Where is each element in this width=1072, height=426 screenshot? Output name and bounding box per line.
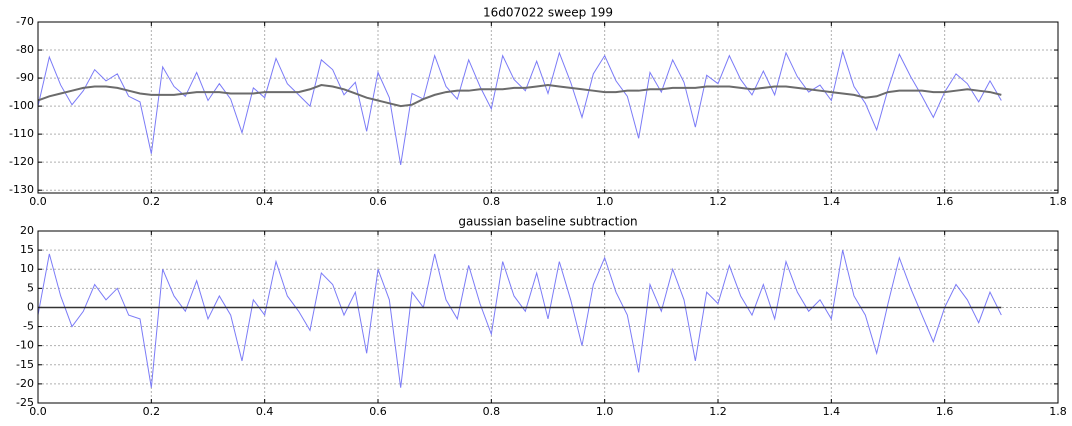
x-tick-label: 1.2 — [709, 195, 727, 208]
data-line — [38, 49, 1002, 166]
x-tick-label: 1.0 — [596, 195, 614, 208]
x-tick-label: 0.2 — [143, 405, 161, 418]
y-tick-label: -5 — [23, 320, 34, 333]
y-tick-label: -80 — [16, 43, 34, 56]
x-tick-label: 0.0 — [29, 195, 47, 208]
x-tick-label: 0.6 — [369, 405, 387, 418]
chart-title: gaussian baseline subtraction — [458, 215, 637, 229]
x-tick-label: 0.0 — [29, 405, 47, 418]
plot-area — [38, 49, 1002, 166]
y-tick-label: -110 — [9, 127, 34, 140]
x-tick-label: 1.2 — [709, 405, 727, 418]
x-tick-label: 1.8 — [1049, 195, 1067, 208]
x-tick-label: 0.8 — [483, 405, 501, 418]
axes-frame — [37, 21, 1059, 194]
data-line — [38, 249, 1002, 388]
x-tick-label: 1.0 — [596, 405, 614, 418]
x-tick-label: 1.4 — [823, 405, 841, 418]
y-tick-label: -25 — [16, 396, 34, 409]
y-tick-label: -90 — [16, 71, 34, 84]
plot-area — [38, 249, 1002, 388]
y-tick-label: 10 — [20, 262, 34, 275]
axes-frame — [37, 230, 1059, 404]
x-tick-label: 0.4 — [256, 195, 274, 208]
x-tick-label: 0.4 — [256, 405, 274, 418]
x-tick-label: 1.6 — [936, 405, 954, 418]
x-tick-label: 1.6 — [936, 195, 954, 208]
chart-title: 16d07022 sweep 199 — [483, 6, 613, 20]
x-tick-label: 1.8 — [1049, 405, 1067, 418]
y-tick-label: -100 — [9, 99, 34, 112]
x-tick-label: 1.4 — [823, 195, 841, 208]
y-tick-label: 15 — [20, 243, 34, 256]
y-tick-label: -70 — [16, 15, 34, 28]
y-tick-label: -10 — [16, 339, 34, 352]
y-tick-label: 20 — [20, 224, 34, 237]
data-line — [38, 84, 1002, 108]
y-tick-label: -20 — [16, 377, 34, 390]
x-tick-label: 0.6 — [369, 195, 387, 208]
y-tick-label: 0 — [27, 300, 34, 313]
y-tick-label: -130 — [9, 183, 34, 196]
y-tick-label: -120 — [9, 155, 34, 168]
x-tick-label: 0.2 — [143, 195, 161, 208]
x-tick-label: 0.8 — [483, 195, 501, 208]
y-tick-label: 5 — [27, 281, 34, 294]
y-tick-label: -15 — [16, 358, 34, 371]
